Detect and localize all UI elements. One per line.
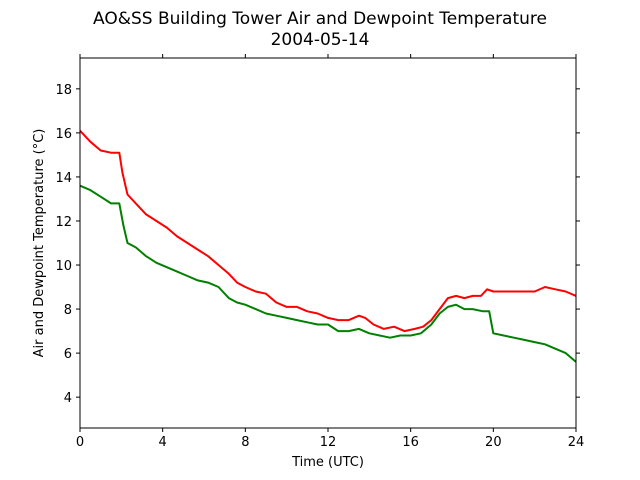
y-tick-label: 10 <box>55 259 72 274</box>
plot-frame <box>79 57 577 429</box>
x-tick-label: 8 <box>241 435 249 450</box>
y-tick-label: 16 <box>55 127 72 142</box>
y-tick-label: 8 <box>64 303 72 318</box>
series-line-0 <box>79 130 577 333</box>
x-tick-label: 16 <box>402 435 419 450</box>
y-tick-label: 14 <box>55 171 72 186</box>
chart-subtitle: 2004-05-14 <box>271 30 370 50</box>
y-axis-label: Air and Dewpoint Temperature (°C) <box>32 129 47 358</box>
x-axis-label: Time (UTC) <box>291 455 364 470</box>
chart-title: AO&SS Building Tower Air and Dewpoint Te… <box>93 9 547 29</box>
x-tick-label: 0 <box>76 435 84 450</box>
series-layer <box>79 130 577 363</box>
x-tick-label: 24 <box>568 435 585 450</box>
x-tick-label: 4 <box>159 435 167 450</box>
y-tick-label: 18 <box>55 83 72 98</box>
y-tick-label: 12 <box>55 215 72 230</box>
y-tick-label: 4 <box>64 391 72 406</box>
x-tick-label: 12 <box>320 435 337 450</box>
x-tick-label: 20 <box>485 435 502 450</box>
ticks-layer: 0 4 8 12 16 20 24 4 6 8 10 12 14 16 18 <box>55 54 584 450</box>
series-line-1 <box>79 184 577 363</box>
y-tick-label: 6 <box>64 347 72 362</box>
